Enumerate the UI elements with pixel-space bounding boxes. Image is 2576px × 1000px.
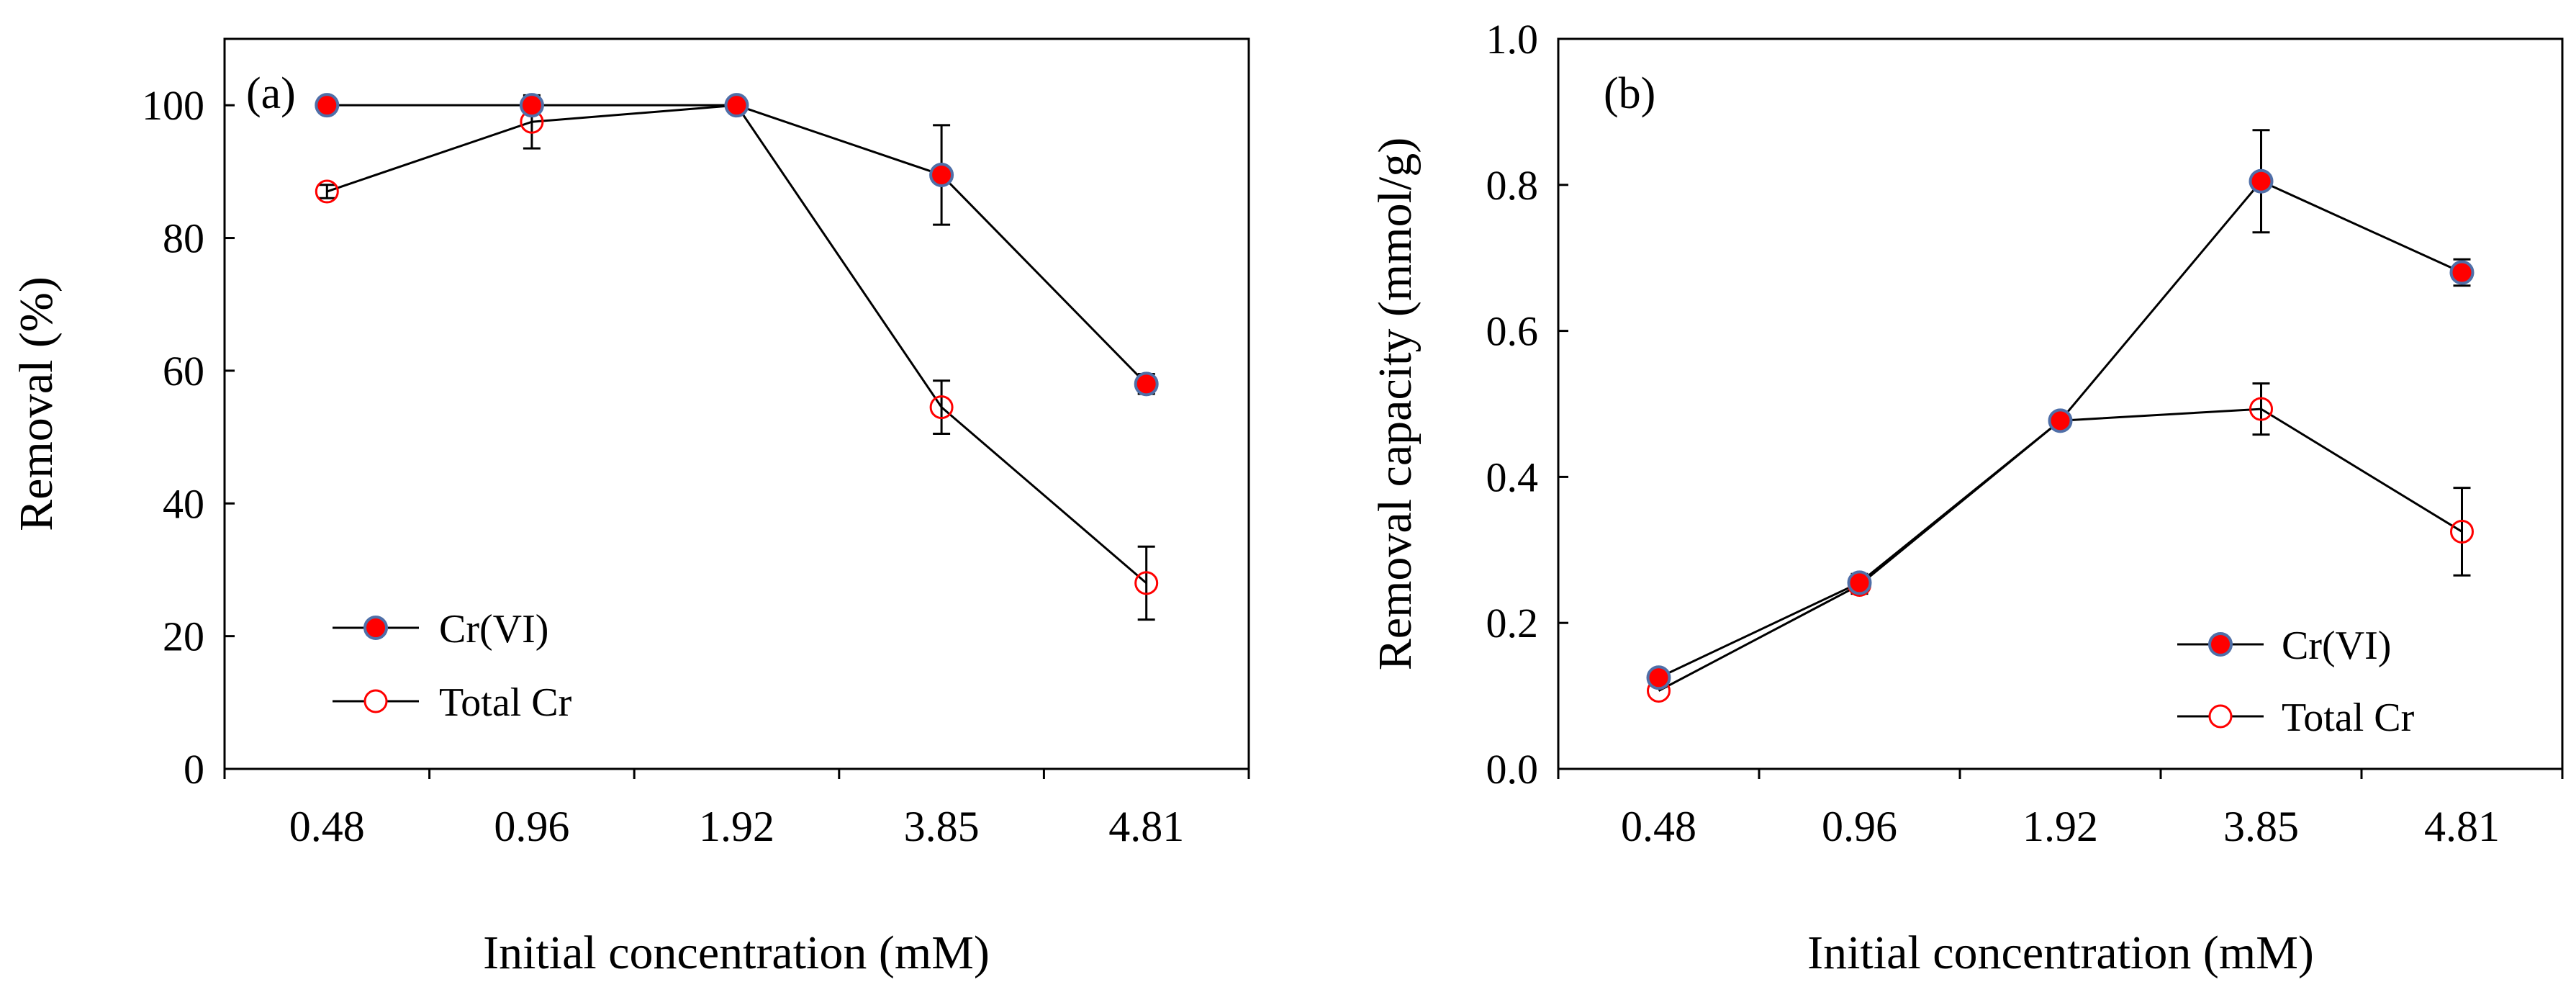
legend-marker-total-cr [2208,704,2233,729]
panel-a-legend: Cr(VI) Total Cr [333,607,572,725]
y-tick-label: 60 [163,348,204,395]
x-tick-label: 3.85 [904,803,980,850]
data-point-crvi [519,93,544,118]
data-point-total-cr [2450,519,2474,544]
y-tick-label: 0.4 [1486,454,1539,500]
panel-b-legend: Cr(VI) Total Cr [2177,623,2415,740]
x-tick-label: 0.96 [1822,803,1897,850]
panel-b-plot-area [1557,37,2564,770]
x-tick-label: 0.96 [494,803,569,850]
y-tick-label: 40 [163,480,204,527]
panel-b-ylabel: Removal capacity (mmol/g) [1369,138,1422,670]
data-point-total-cr [929,395,954,420]
panel-a-plot-area [223,37,1250,770]
data-point-crvi [1646,665,1671,690]
panel-a-label: (a) [246,69,296,118]
data-point-crvi [2449,260,2475,285]
legend-label-total-cr: Total Cr [2282,695,2415,740]
y-tick-label: 0.0 [1486,746,1539,793]
data-point-crvi [315,93,340,118]
y-tick-label: 0.6 [1486,308,1539,355]
data-point-crvi [2048,408,2073,433]
x-tick-label: 3.85 [2223,803,2299,850]
panel-a-data-marks [315,93,1159,621]
legend-marker-crvi [363,616,388,640]
panel-a-axis-ticks: 0 20 40 60 80 100 0.48 0.96 1.92 3.85 4.81 [142,82,1250,850]
x-tick-label: 1.92 [2023,803,2098,850]
legend-label-total-cr: Total Cr [439,680,572,725]
data-point-total-cr [2249,397,2273,421]
y-tick-label: 1.0 [1486,16,1539,63]
x-tick-label: 0.48 [289,803,365,850]
y-tick-label: 20 [163,613,204,660]
x-tick-label: 1.92 [699,803,774,850]
y-tick-label: 80 [163,215,204,262]
data-point-crvi [2249,168,2274,194]
data-point-crvi [929,162,954,187]
legend-label-crvi: Cr(VI) [439,607,548,652]
panel-a-xlabel: Initial concentration (mM) [483,927,990,979]
legend-label-crvi: Cr(VI) [2282,623,2391,668]
x-tick-label: 4.81 [1108,803,1184,850]
data-point-total-cr [1134,571,1159,595]
data-point-crvi [1847,570,1872,595]
panel-b-data-marks [1646,129,2475,703]
panel-a-ylabel: Removal (%) [10,276,63,531]
panel-b: (b) Initial concentration (mM) Removal c… [1369,16,2564,979]
x-tick-label: 4.81 [2424,803,2500,850]
y-tick-label: 100 [142,82,204,129]
y-tick-label: 0.8 [1486,162,1539,209]
panel-a: (a) Initial concentration (mM) Removal (… [10,37,1250,979]
legend-marker-crvi [2208,632,2233,657]
x-tick-label: 0.48 [1621,803,1696,850]
y-tick-label: 0 [184,746,204,793]
data-point-crvi [1134,371,1159,397]
panel-b-label: (b) [1604,69,1655,118]
data-point-crvi [724,93,749,118]
y-tick-label: 0.2 [1486,600,1539,647]
data-point-total-cr [315,179,339,204]
panel-b-xlabel: Initial concentration (mM) [1807,927,2314,979]
panel-b-axis-ticks: 0.0 0.2 0.4 0.6 0.8 1.0 0.48 0.96 1.92 3.85 4.81 [1486,16,2564,850]
legend-marker-total-cr [363,689,388,713]
